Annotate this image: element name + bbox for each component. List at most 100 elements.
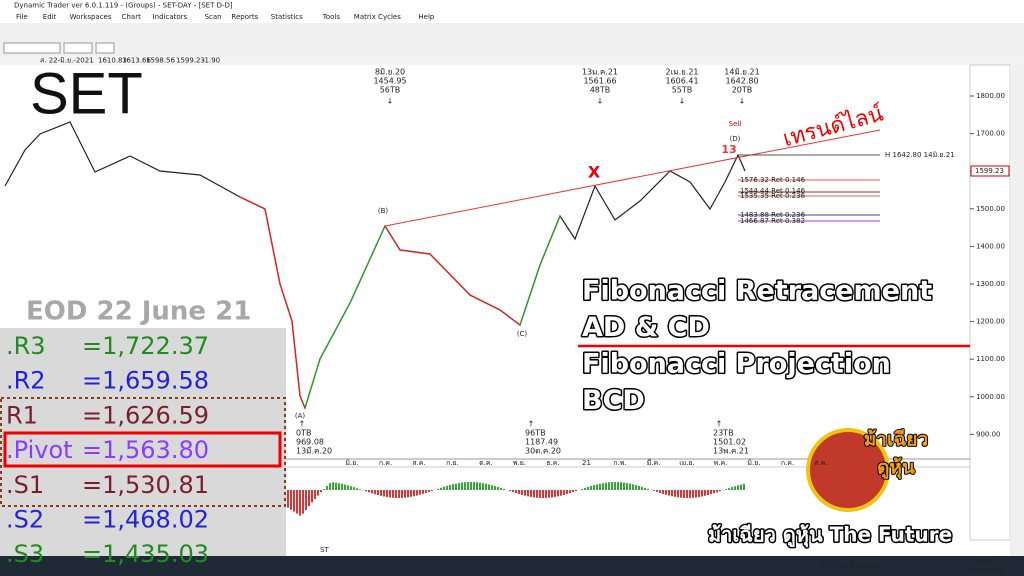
osc-bar [431,490,433,491]
osc-bar [359,489,361,490]
osc-bar [641,486,643,490]
osc-bar [740,484,742,490]
osc-bar [437,488,439,490]
menu-item[interactable]: Indicators [153,13,188,21]
swing-annotation: 96TB [525,429,546,438]
osc-bar [374,490,376,495]
arrow: ↑ [716,420,723,429]
menu-item[interactable]: Reports [231,13,258,21]
date-label: 21 [582,459,591,467]
osc-bar [398,490,400,498]
pivot-value: =1,659.58 [82,367,209,395]
trendline [384,129,881,227]
osc-bar [518,490,520,495]
date-label: ก.ย. [446,459,459,467]
osc-bar [554,490,556,497]
osc-bar [452,484,454,490]
eod-overlay: EOD 22 June 21 [26,297,251,327]
osc-bar [443,486,445,490]
osc-bar [407,490,409,498]
osc-bar [479,482,481,490]
osc-bar [401,490,403,498]
osc-bar [560,490,562,496]
swing-annotation: 2เม.ย.21 [665,68,698,77]
date-label: ธ.ค. [546,459,559,467]
swing-annotation: 20TB [732,86,753,95]
arrow: ↑ [528,420,535,429]
menu-item[interactable]: Scan [205,13,222,21]
osc-bar [449,485,451,490]
swing-annotation: 1187.49 [525,438,558,447]
swing-annotation: 0TB [296,429,311,438]
menu-item[interactable]: Tools [322,13,341,21]
menu-item[interactable]: Edit [43,13,57,21]
swing-annotation: 13ม.ค.21 [582,68,618,77]
osc-bar [497,487,499,490]
price-label: 1500.00 [976,205,1005,213]
up-swing [519,215,561,326]
pivot-label: .S2 [6,506,44,534]
fib-label: 1466.87 Ret 0.382 [740,217,805,225]
osc-bar [662,490,664,494]
fib-label: 1576.32 Ret 0.146 [740,176,806,184]
osc-bar [635,485,637,490]
menu-item[interactable]: File [16,13,28,21]
price-label: 1300.00 [976,280,1005,288]
clock-time: 8:56 [977,558,993,566]
osc-bar [335,482,337,490]
bars-box[interactable] [95,42,115,54]
osc-bar [296,490,298,514]
price-label: 900.00 [976,430,1001,438]
toolbar [0,23,1024,56]
menu-item[interactable]: Matrix Cycles [354,13,401,21]
osc-bar [380,490,382,496]
symbol-overlay: SET [30,61,143,126]
osc-bar [311,490,313,503]
x-marker: X [588,163,601,182]
osc-bar [653,490,655,491]
osc-bar [611,482,613,490]
osc-bar [509,490,511,492]
swing-annotation: 1606.41 [665,77,698,86]
pivot-label: .Pivot [6,436,73,464]
price-label: 1700.00 [976,130,1005,138]
osc-bar [695,490,697,498]
osc-bar [725,489,727,490]
osc-bar [446,485,448,490]
osc-bar [665,490,667,495]
menu-item[interactable]: Help [418,13,435,21]
osc-bar [332,482,334,490]
date-label: เม.ย. [679,459,695,467]
osc-bar [734,486,736,490]
osc-bar [512,490,514,493]
osc-bar [596,484,598,490]
osc-bar [413,490,415,497]
pivot-label: .R3 [6,332,46,360]
arrow: ↓ [739,97,746,106]
osc-bar [494,486,496,490]
pivot-value: =1,530.81 [82,471,209,499]
swing-annotation: 55TB [672,86,693,95]
osc-bar [302,490,304,514]
osc-bar [515,490,517,494]
menu-item[interactable]: Chart [122,13,141,21]
osc-bar [344,484,346,490]
osc-bar [548,490,550,498]
arrow: ↑ [299,420,306,429]
osc-bar [389,490,391,498]
osc-bar [668,490,670,496]
osc-bar [485,483,487,490]
osc-bar [386,490,388,498]
osc-bar [527,490,529,497]
arrow: ↓ [387,97,394,106]
osc-bar [341,483,343,490]
period-box[interactable] [63,42,93,54]
osc-bar [410,490,412,497]
date-label: มี.ค. [647,459,661,467]
menu-item[interactable]: Workspaces [70,13,112,21]
osc-bar [689,490,691,498]
symbol-box[interactable] [3,42,61,54]
osc-bar [422,490,424,494]
menu-item[interactable]: Statistics [271,13,303,21]
